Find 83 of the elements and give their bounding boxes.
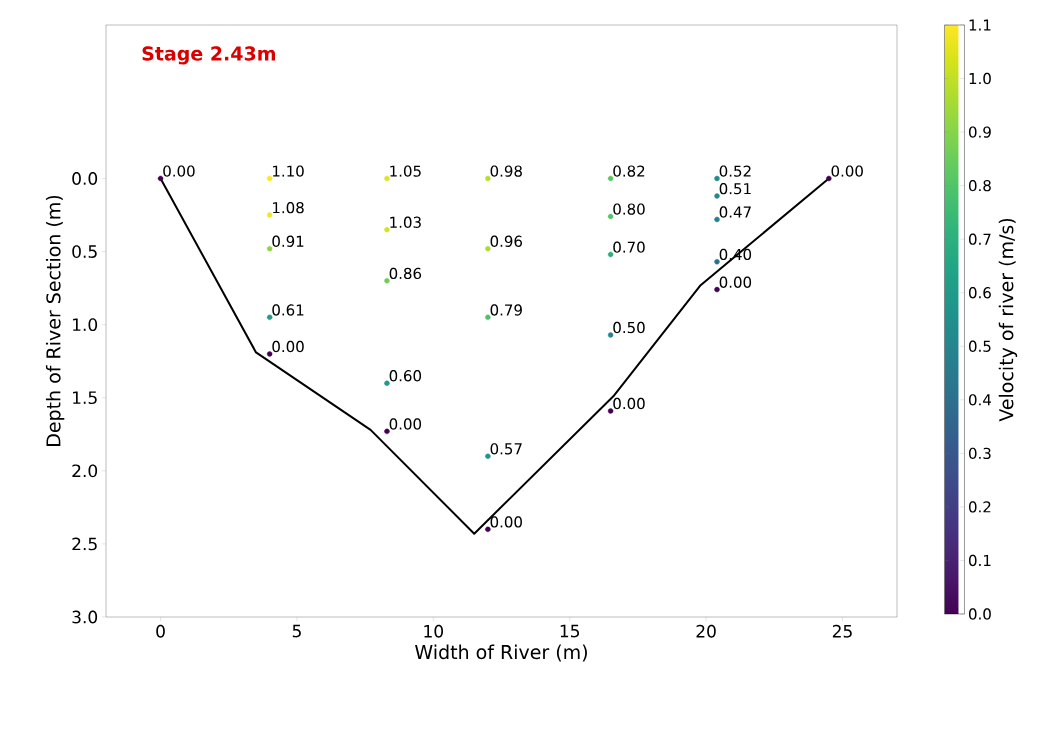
color-bar-label: 1.1 — [969, 19, 991, 31]
annotation: 1.08 — [273, 201, 304, 214]
y-tick-label: 2.5 — [72, 537, 97, 551]
annotation: 0.00 — [831, 165, 863, 177]
point — [714, 193, 720, 199]
annotation: 0.96 — [490, 235, 523, 247]
color-bar-label: 0.2 — [968, 501, 991, 513]
annotation: 0.50 — [613, 321, 645, 334]
annotation: 0.57 — [490, 443, 522, 455]
point — [485, 453, 491, 459]
color-bar-label: 0.5 — [968, 340, 991, 352]
x-tick-label: 15 — [560, 624, 580, 638]
point — [384, 175, 390, 182]
annotation: 0.61 — [272, 304, 304, 316]
color-bar-label: 0.1 — [968, 554, 991, 567]
point — [607, 408, 614, 414]
color-bar-label: 1.0 — [969, 72, 991, 85]
y-tick-label: 3.0 — [72, 610, 98, 624]
point — [714, 259, 720, 265]
annotation: 0.86 — [389, 267, 422, 280]
point — [266, 314, 273, 321]
color-bar-title: Velocity of river (m/s) — [998, 218, 1018, 422]
x-tick-label: 5 — [292, 624, 301, 638]
line-series — [159, 177, 830, 535]
y-tick-label: 1.5 — [73, 391, 97, 405]
annotation: 0.79 — [490, 304, 522, 316]
point — [266, 245, 273, 252]
annotation: 0.98 — [490, 165, 522, 177]
x-axis-title: Width of River (m) — [415, 644, 587, 662]
annotation: 0.00 — [272, 340, 304, 353]
color-bar-label: 0.8 — [968, 179, 991, 192]
point — [266, 212, 273, 218]
point — [485, 175, 491, 182]
annotation: 0.47 — [719, 206, 751, 218]
y-tick-label: 2.0 — [72, 464, 98, 478]
point — [266, 351, 273, 357]
color-bar-label: 0.0 — [968, 608, 991, 620]
point — [384, 278, 390, 284]
annotation: 1.05 — [390, 165, 421, 177]
y-tick-label: 1.0 — [73, 318, 98, 332]
annotation: 0.80 — [613, 203, 645, 215]
annotation: 0.51 — [719, 182, 751, 195]
x-tick-label: 0 — [156, 624, 165, 638]
point — [714, 216, 720, 223]
y-axis-title: Depth of River Section (m) — [45, 195, 65, 446]
annotation: 0.91 — [272, 235, 304, 247]
point — [485, 245, 491, 252]
color-bar-label: 0.3 — [968, 447, 991, 460]
point — [384, 226, 390, 233]
color-bar-label: 0.7 — [968, 233, 991, 245]
color-bar-label: 0.4 — [968, 394, 992, 406]
point — [266, 175, 273, 182]
annotation: 1.10 — [273, 165, 304, 177]
annotation: 0.00 — [613, 397, 645, 410]
x-tick-label: 10 — [424, 624, 444, 638]
point — [607, 251, 614, 258]
point — [714, 175, 720, 182]
annotation: 0.00 — [719, 276, 752, 288]
y-tick-label: 0.5 — [72, 245, 97, 258]
annotation: 0.00 — [163, 165, 195, 177]
annotation: 0.00 — [389, 418, 422, 430]
annotation: 0.60 — [389, 370, 422, 382]
point — [826, 175, 832, 182]
point — [384, 380, 390, 386]
annotation: 1.03 — [390, 216, 421, 228]
annotation: 0.82 — [613, 165, 645, 177]
x-tick-label: 20 — [696, 624, 716, 638]
point — [485, 526, 491, 532]
annotation: 0.70 — [613, 241, 645, 253]
color-bar-label: 0.6 — [968, 287, 991, 299]
point — [607, 332, 614, 338]
annotation: 0.00 — [490, 516, 522, 528]
point — [157, 175, 164, 182]
x-tick-label: 25 — [832, 624, 852, 638]
point — [607, 213, 614, 220]
point — [714, 286, 720, 293]
point — [485, 314, 491, 321]
annotation: 0.52 — [719, 165, 751, 177]
point — [607, 175, 614, 182]
color-bar-label: 0.9 — [968, 126, 991, 138]
y-tick-label: 0.0 — [72, 172, 98, 185]
annotation: Stage 2.43m — [142, 46, 276, 65]
point — [384, 428, 390, 435]
